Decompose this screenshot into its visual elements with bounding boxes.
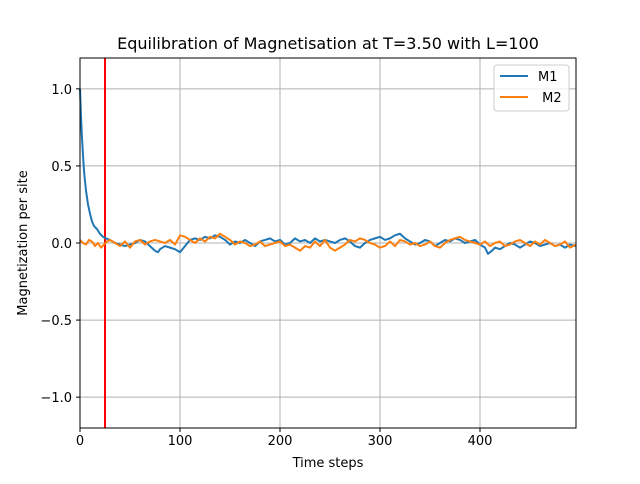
x-tick-label: 300 (368, 434, 393, 449)
axis-ticks: 0 100 200 300 400 1.0 0.5 0.0 −0.5 −1.0 (40, 83, 492, 449)
legend-label-m2: M2 (538, 91, 562, 106)
y-tick-label: −0.5 (40, 314, 72, 329)
x-tick-label: 400 (468, 434, 493, 449)
series-layer (79, 88, 577, 255)
x-tick-label: 0 (76, 434, 84, 449)
x-tick-label: 100 (168, 434, 193, 449)
y-tick-label: 1.0 (51, 83, 72, 98)
y-axis-label: Magnetization per site (16, 170, 31, 315)
series-line-m2 (79, 232, 577, 252)
y-tick-label: −1.0 (40, 391, 72, 406)
legend: M1 M2 (493, 64, 570, 112)
y-tick-label: 0.5 (51, 160, 72, 175)
y-tick-label: 0.0 (51, 237, 72, 252)
x-axis-label: Time steps (292, 456, 364, 471)
x-tick-label: 200 (268, 434, 293, 449)
series-line-m1 (79, 88, 577, 255)
legend-label-m1: M1 (538, 70, 558, 85)
chart-title: Equilibration of Magnetisation at T=3.50… (117, 34, 539, 53)
